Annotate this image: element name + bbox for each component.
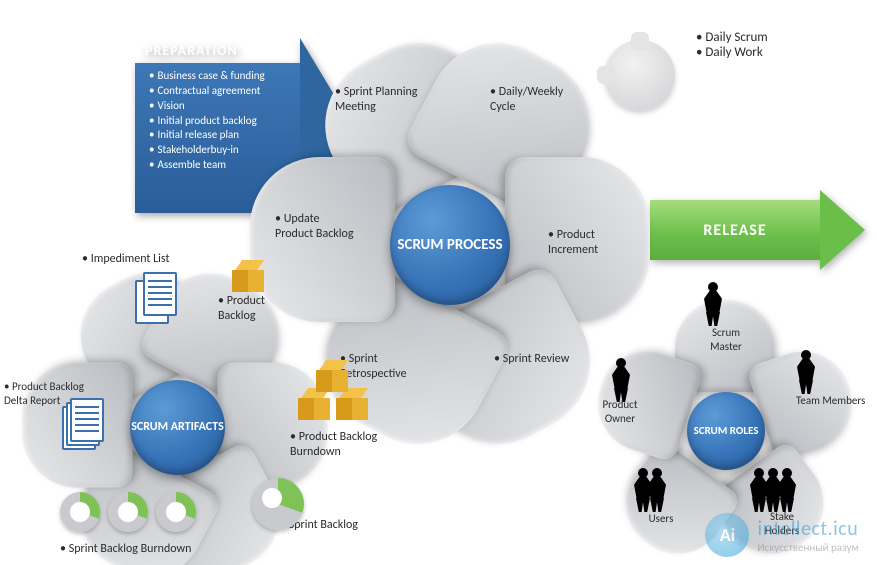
daily-item: Daily Scrum [696, 30, 768, 45]
lbl-update-backlog: Update Product Backlog [275, 212, 355, 242]
roles-center: SCRUM ROLES [687, 392, 765, 470]
person-group-icon [795, 350, 817, 399]
mini-donut-icon [252, 478, 304, 530]
preparation-item: Business case & funding [149, 69, 292, 84]
lbl-sprint-planning: Sprint Planning Meeting [335, 85, 430, 115]
lbl-users: Users [636, 512, 686, 526]
roles-center-label: SCRUM ROLES [694, 424, 759, 437]
lbl-daily-cycle: Daily/Weekly Cycle [490, 85, 590, 115]
watermark-line2: Искусственный разум [757, 541, 859, 554]
preparation-title: PREPARATION [145, 42, 238, 59]
watermark: Ai intellect.icu Искусственный разум [705, 513, 859, 557]
lbl-product-backlog: Product Backlog [218, 294, 298, 324]
lbl-impediment: Impediment List [82, 252, 172, 267]
preparation-item: Initial release plan [149, 128, 292, 143]
release-arrow-head [820, 190, 865, 270]
cube-icon [316, 360, 350, 394]
artifacts-center-label: SCRUM ARTIFACTS [131, 420, 224, 434]
process-center-label: SCRUM PROCESS [397, 236, 502, 254]
person-icon [702, 282, 724, 326]
document-icon [135, 272, 177, 324]
artifacts-center: SCRUM ARTIFACTS [130, 380, 225, 475]
release-label: RELEASE [650, 200, 820, 260]
mini-donut-icon [108, 492, 148, 532]
daily-list: Daily Scrum Daily Work [696, 30, 768, 60]
lbl-team-members: Team Members [796, 394, 866, 408]
person-icon [610, 358, 632, 402]
lbl-sb-burndown: Sprint Backlog Burndown [60, 542, 230, 557]
lbl-sprint-retro: Sprint Retrospective [340, 352, 440, 382]
preparation-item: Vision [149, 99, 292, 114]
release-arrow: RELEASE [650, 190, 875, 270]
lbl-scrum-master: Scrum Master [696, 326, 756, 354]
lbl-product-owner: Product Owner [590, 398, 650, 426]
preparation-item: Contractual agreement [149, 84, 292, 99]
watermark-line1: intellect.icu [757, 517, 859, 541]
watermark-badge: Ai [705, 513, 749, 557]
process-center: SCRUM PROCESS [390, 185, 510, 305]
preparation-item: Initial product backlog [149, 114, 292, 129]
mini-donut-icon [60, 492, 100, 532]
lbl-sprint-review: Sprint Review [494, 352, 574, 367]
daily-item: Daily Work [696, 45, 768, 60]
document-stack-icon [62, 398, 104, 450]
lbl-pb-burndown: Product Backlog Burndown [290, 430, 410, 460]
mini-donut-icon [156, 492, 196, 532]
lbl-product-increment: Product Increment [548, 228, 638, 258]
cube-icon [232, 260, 266, 294]
watermark-text: intellect.icu Искусственный разум [757, 517, 859, 554]
gear-icon [605, 40, 675, 110]
